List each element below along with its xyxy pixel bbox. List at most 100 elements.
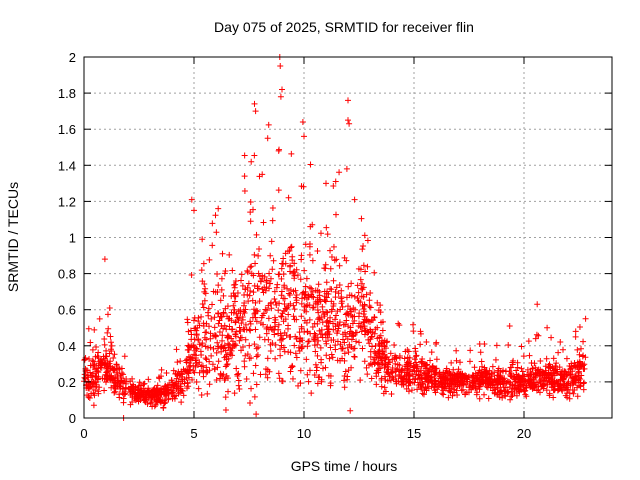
data-point — [365, 336, 372, 343]
data-point — [232, 319, 239, 326]
data-point — [103, 353, 110, 360]
data-point — [238, 277, 245, 284]
data-point — [345, 349, 352, 356]
data-point — [193, 327, 200, 334]
data-point — [534, 301, 541, 308]
data-point — [235, 377, 242, 384]
data-point — [336, 262, 343, 269]
data-point — [305, 378, 312, 385]
data-point — [357, 377, 364, 384]
data-point — [103, 347, 110, 354]
data-point — [390, 376, 397, 383]
data-point — [327, 247, 334, 254]
x-axis-label: GPS time / hours — [291, 458, 398, 474]
data-point — [180, 392, 187, 399]
data-point — [121, 377, 128, 384]
data-point — [228, 317, 235, 324]
data-point — [419, 390, 426, 397]
data-point — [288, 243, 295, 250]
data-point — [244, 267, 251, 274]
data-point — [467, 347, 474, 354]
data-point — [431, 374, 438, 381]
data-point — [284, 325, 291, 332]
data-point — [301, 328, 308, 335]
data-point — [87, 339, 94, 346]
data-point — [330, 303, 337, 310]
data-point — [564, 394, 571, 401]
data-point — [361, 358, 368, 365]
data-point — [104, 329, 111, 336]
data-point — [247, 218, 254, 225]
data-point — [552, 363, 559, 370]
data-point — [175, 368, 182, 375]
data-point — [172, 381, 179, 388]
data-point — [336, 319, 343, 326]
data-point — [223, 356, 230, 363]
x-tick-label: 5 — [190, 426, 197, 441]
data-point — [322, 298, 329, 305]
data-point — [305, 338, 312, 345]
data-point — [489, 378, 496, 385]
data-point — [202, 355, 209, 362]
data-point — [230, 302, 237, 309]
data-point — [203, 364, 210, 371]
data-point — [389, 364, 396, 371]
data-point — [360, 284, 367, 291]
data-point — [265, 302, 272, 309]
data-point — [463, 382, 470, 389]
data-point — [328, 306, 335, 313]
data-point — [466, 358, 473, 365]
data-point — [572, 364, 579, 371]
data-point — [285, 311, 292, 318]
data-point — [355, 289, 362, 296]
data-point — [87, 369, 94, 376]
data-point — [179, 378, 186, 385]
data-point — [476, 376, 483, 383]
data-point — [340, 321, 347, 328]
data-point — [298, 325, 305, 332]
data-point — [106, 350, 113, 357]
data-point — [323, 279, 330, 286]
data-point — [319, 331, 326, 338]
data-point — [227, 349, 234, 356]
data-point — [375, 341, 382, 347]
data-point — [232, 293, 239, 300]
data-point — [405, 382, 412, 389]
data-point — [210, 345, 217, 352]
data-point — [521, 378, 528, 385]
data-point — [319, 308, 326, 315]
data-point — [298, 345, 305, 352]
data-point — [374, 335, 381, 342]
data-point — [241, 363, 248, 370]
data-point — [218, 286, 225, 293]
data-point — [572, 328, 579, 335]
data-point — [86, 355, 93, 362]
data-point — [323, 224, 330, 231]
data-point — [327, 265, 334, 272]
data-point — [315, 281, 322, 288]
data-point — [244, 351, 251, 358]
data-point — [290, 269, 297, 276]
data-point — [506, 383, 513, 390]
data-point — [371, 269, 378, 276]
data-point — [211, 324, 218, 331]
data-point — [228, 309, 235, 316]
data-point — [364, 237, 371, 244]
data-point — [330, 320, 337, 327]
data-point — [284, 285, 291, 292]
data-point — [188, 343, 195, 350]
data-point — [145, 376, 152, 383]
data-point — [201, 297, 208, 304]
data-point — [309, 221, 316, 228]
data-point — [576, 323, 583, 330]
data-point — [528, 380, 535, 387]
data-point — [578, 345, 585, 352]
data-point — [256, 245, 263, 252]
data-point — [286, 247, 293, 254]
data-point — [355, 313, 362, 320]
data-point — [231, 390, 238, 397]
data-point — [500, 384, 507, 391]
data-point — [207, 330, 214, 337]
data-point — [243, 326, 250, 333]
data-point — [498, 390, 505, 397]
